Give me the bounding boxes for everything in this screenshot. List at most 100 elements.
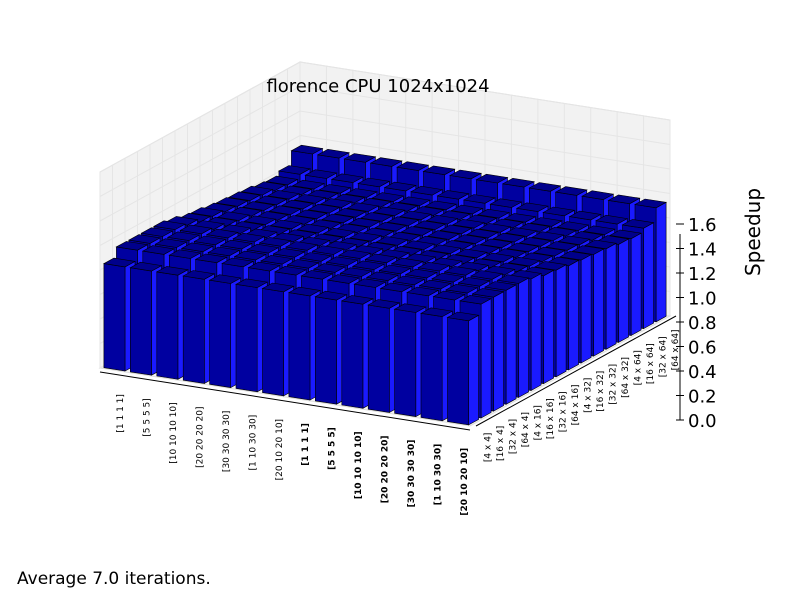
bar-top	[129, 261, 163, 272]
z-tick-label: 0.8	[688, 313, 717, 334]
bar-top	[459, 294, 493, 305]
bar-top	[266, 189, 300, 200]
bar-top	[581, 190, 615, 200]
x-tick-label: [30 30 30 30]	[407, 440, 417, 508]
bar-top	[450, 204, 484, 215]
bar-top	[233, 250, 267, 261]
bar-top	[194, 253, 228, 264]
bar-top	[102, 257, 136, 268]
x-tick-label: [20 20 20 20]	[196, 407, 206, 468]
bar-top	[243, 215, 277, 225]
y-tick-label: [4 x 4]	[483, 433, 493, 463]
z-axis-label: Speedup	[741, 188, 765, 276]
bar-top	[316, 148, 350, 159]
y-tick-label: [16 x 64]	[646, 343, 656, 384]
bar-top	[277, 165, 311, 175]
bar-top	[155, 266, 189, 276]
bar-top	[208, 274, 242, 284]
bar-top	[227, 191, 261, 201]
z-tick-label: 1.4	[688, 240, 717, 261]
bar-side	[493, 291, 504, 412]
bar-top	[371, 192, 405, 202]
bar-top	[360, 212, 394, 222]
bar-top	[476, 208, 510, 219]
bar-front	[420, 312, 443, 422]
bar-top	[318, 184, 352, 194]
bar-top	[294, 209, 328, 220]
bar-top	[406, 286, 440, 297]
bar-top	[621, 219, 655, 229]
bar-top	[462, 194, 496, 204]
bar-top	[261, 282, 295, 293]
x-tick-label: [20 10 20 10]	[460, 448, 470, 516]
bar-top	[193, 235, 227, 246]
bar-top	[496, 274, 530, 284]
bar-top	[454, 248, 488, 259]
y-tick-label: [64 x 64]	[671, 329, 681, 370]
bar-front	[341, 300, 364, 409]
bar-top	[532, 246, 566, 257]
z-tick-label: 1.2	[688, 264, 717, 285]
bar-top	[325, 256, 359, 266]
z-tick-label: 0.2	[688, 387, 717, 408]
bar-top	[293, 194, 327, 204]
bar-front	[394, 308, 417, 417]
bar-top	[426, 230, 460, 240]
bar-side	[643, 222, 654, 330]
bar-top	[445, 283, 479, 294]
bar-top	[215, 197, 249, 207]
bar-top	[422, 165, 456, 176]
bar-top	[528, 182, 562, 192]
bar-top	[258, 237, 292, 247]
bar-top	[207, 246, 241, 257]
bar-top	[374, 221, 408, 232]
bar-top	[232, 232, 266, 243]
bar-top	[304, 169, 338, 179]
bar-top	[531, 231, 565, 241]
bar-top	[489, 198, 523, 208]
bar-top	[353, 278, 387, 288]
x-tick-label: [1 1 1 1]	[301, 423, 311, 466]
bars-group	[102, 144, 668, 426]
bar-top	[412, 220, 446, 230]
bar-top	[221, 257, 255, 268]
bar-top	[386, 216, 420, 226]
bar-top	[479, 238, 513, 249]
bar-side	[530, 272, 542, 392]
bar-top	[337, 249, 371, 259]
bar-top	[481, 252, 515, 263]
bar-front	[235, 283, 258, 393]
bar-top	[369, 157, 403, 167]
bar-top	[420, 307, 454, 317]
bar-top	[449, 169, 483, 180]
bar-top	[312, 263, 346, 273]
bar-top	[634, 198, 668, 209]
bar-top	[609, 229, 643, 240]
bar-top	[595, 214, 629, 225]
bar-front	[262, 288, 284, 397]
bar-top	[319, 198, 353, 208]
bar-top	[545, 241, 579, 251]
iterations-note: Average 7.0 iterations.	[17, 569, 211, 589]
bar-top	[446, 311, 480, 322]
z-tick-label: 1.6	[688, 215, 717, 236]
bar-top	[515, 202, 549, 212]
bar-side	[480, 298, 492, 419]
bar-top	[241, 201, 275, 211]
y-tick-label: [32 x 64]	[658, 336, 668, 377]
x-tick-label: [10 10 10 10]	[169, 402, 179, 463]
bar-top	[432, 290, 466, 301]
y-tick-label: [64 x 4]	[521, 412, 531, 447]
bar-top	[127, 234, 161, 244]
bar-top	[506, 242, 540, 253]
bar-top	[333, 208, 367, 218]
bar-top	[182, 270, 216, 280]
bar-top	[216, 211, 250, 221]
bar-top	[307, 203, 341, 214]
bar-top	[343, 153, 377, 163]
x-tick-label: [1 10 30 30]	[248, 415, 258, 471]
bar-top	[372, 206, 406, 217]
y-tick-label: [64 x 16]	[571, 384, 581, 425]
y-tick-label: [4 x 64]	[633, 350, 643, 385]
bar-front	[314, 296, 337, 405]
